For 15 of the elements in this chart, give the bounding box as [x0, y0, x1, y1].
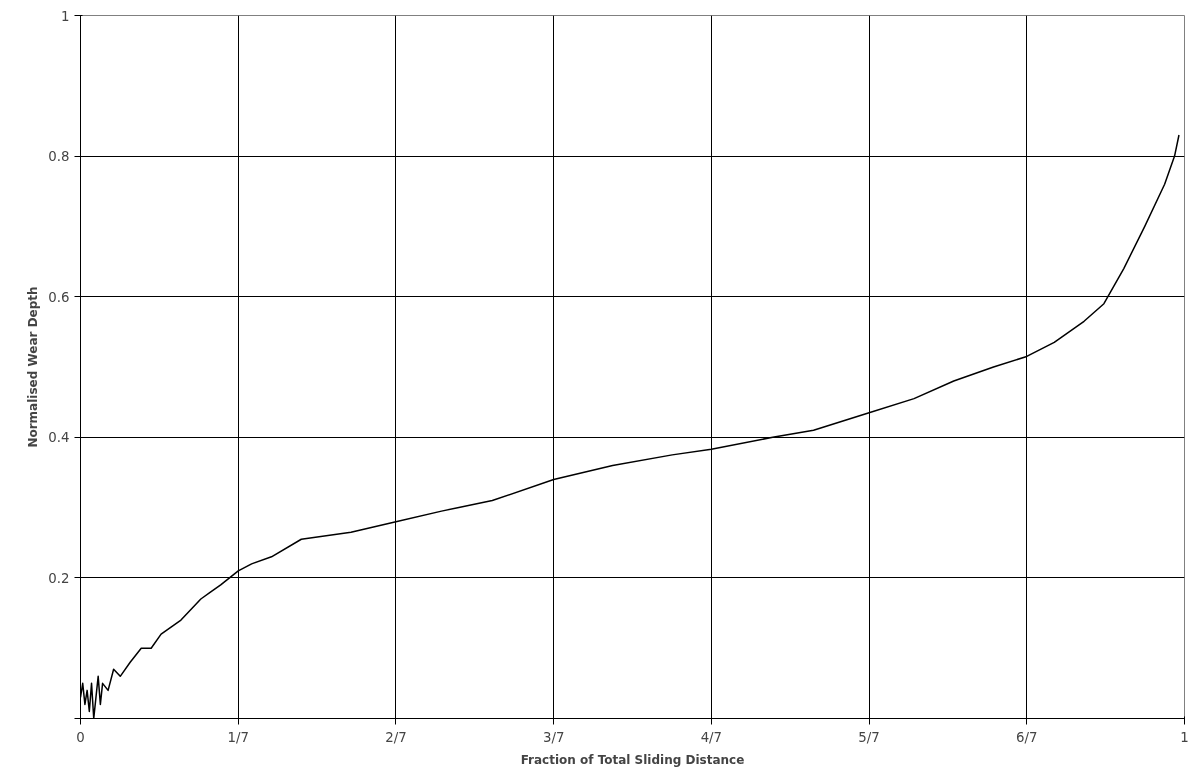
x-tick-label: 5/7 [858, 729, 880, 745]
x-axis-title: Fraction of Total Sliding Distance [520, 752, 745, 767]
x-tick-label: 4/7 [700, 729, 723, 745]
x-tick-label: 3/7 [542, 729, 565, 745]
x-tick-label: 1 [1180, 729, 1189, 745]
x-tick-label: 0 [76, 729, 85, 745]
x-tick-label: 2/7 [385, 729, 407, 745]
y-tick-label: 1 [61, 8, 70, 24]
y-axis-title: Normalised Wear Depth [26, 286, 41, 448]
x-tick-label: 6/7 [1016, 729, 1038, 745]
y-tick-label: 0.8 [48, 149, 70, 165]
y-tick-label: 0.6 [48, 289, 70, 305]
y-tick-label: 0.2 [48, 570, 70, 586]
y-tick-label: 0.4 [48, 430, 70, 446]
x-tick-label: 1/7 [227, 729, 249, 745]
